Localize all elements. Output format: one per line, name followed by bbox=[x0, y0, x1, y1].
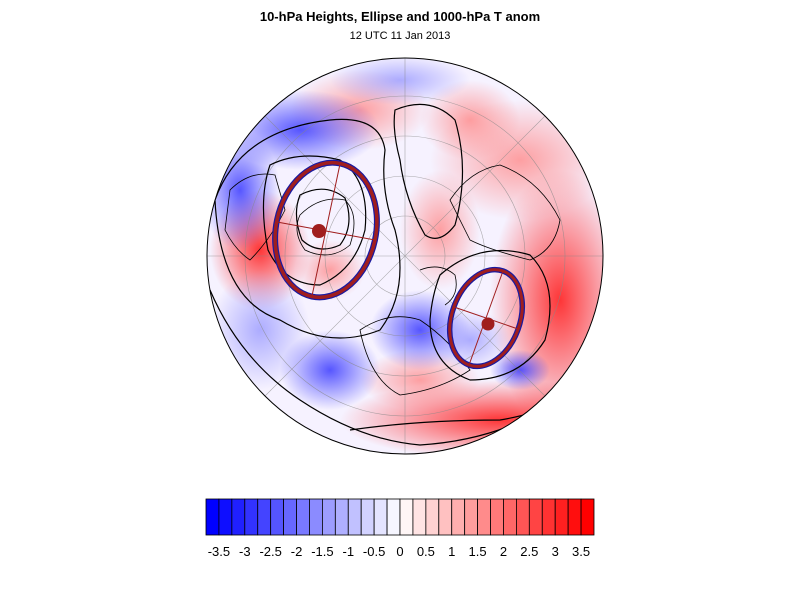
colorbar-box bbox=[322, 498, 336, 536]
height-contours bbox=[209, 103, 601, 446]
colorbar-box bbox=[412, 498, 427, 536]
colorbar-box bbox=[438, 498, 453, 536]
colorbar-box bbox=[515, 498, 530, 536]
colorbar-box bbox=[244, 498, 259, 536]
colorbar-box bbox=[296, 498, 310, 536]
colorbar-box bbox=[257, 498, 272, 536]
colorbar-box bbox=[464, 498, 478, 536]
colorbar-tick-label: 1.5 bbox=[468, 544, 487, 559]
vortex-ellipse-1 bbox=[272, 159, 380, 301]
vortex-ellipse-2 bbox=[447, 266, 525, 370]
colorbar-box bbox=[567, 498, 582, 536]
colorbar-box bbox=[386, 498, 401, 536]
colorbar-box bbox=[205, 498, 220, 536]
colorbar-tick-label: -1 bbox=[342, 544, 355, 559]
colorbar-box bbox=[580, 498, 595, 536]
colorbar-tick-label: -0.5 bbox=[362, 544, 386, 559]
colorbar-box bbox=[347, 498, 362, 536]
colorbar-box bbox=[334, 498, 349, 536]
colorbar-box bbox=[231, 498, 246, 536]
colorbar-tick-label: 1 bbox=[448, 544, 456, 559]
map-boundary bbox=[206, 57, 604, 455]
coastlines bbox=[224, 164, 561, 396]
colorbar-tick-label: 0 bbox=[396, 544, 404, 559]
colorbar-box bbox=[554, 498, 569, 536]
colorbar-box bbox=[360, 498, 375, 536]
colorbar-box bbox=[218, 498, 233, 536]
colorbar-tick-label: 2 bbox=[499, 544, 508, 559]
figure-subtitle: 12 UTC 11 Jan 2013 bbox=[349, 30, 451, 42]
vortex-center-1 bbox=[312, 224, 326, 238]
colorbar-box bbox=[490, 498, 504, 536]
colorbar-tick-label: 0.5 bbox=[416, 544, 435, 559]
colorbar-tick-label: -2.5 bbox=[259, 544, 282, 559]
colorbar-box bbox=[451, 498, 466, 536]
colorbar-tick-label: 2.5 bbox=[520, 544, 539, 559]
colorbar-box bbox=[477, 498, 491, 536]
colorbar-box bbox=[541, 498, 556, 536]
colorbar-box bbox=[373, 498, 388, 536]
vortex-center-2 bbox=[481, 317, 495, 331]
colorbar-box bbox=[309, 498, 323, 536]
colorbar-tick-label: 3 bbox=[551, 544, 559, 559]
colorbar-tick-label: 3.5 bbox=[572, 544, 591, 559]
colorbar-tick-label: -3.5 bbox=[207, 544, 231, 559]
colorbar-box bbox=[528, 498, 543, 536]
colorbar-box bbox=[503, 498, 517, 536]
colorbar-box bbox=[283, 498, 297, 536]
colorbar-box bbox=[425, 498, 440, 536]
colorbar-box bbox=[270, 498, 284, 536]
figure-title: 10-hPa Heights, Ellipse and 1000-hPa T a… bbox=[259, 9, 541, 24]
colorbar-box bbox=[399, 498, 414, 536]
colorbar bbox=[205, 498, 595, 536]
colorbar-tick-label: -1.5 bbox=[311, 544, 334, 559]
colorbar-tick-label: -2 bbox=[290, 544, 303, 559]
colorbar-tick-label: -3 bbox=[239, 544, 251, 559]
